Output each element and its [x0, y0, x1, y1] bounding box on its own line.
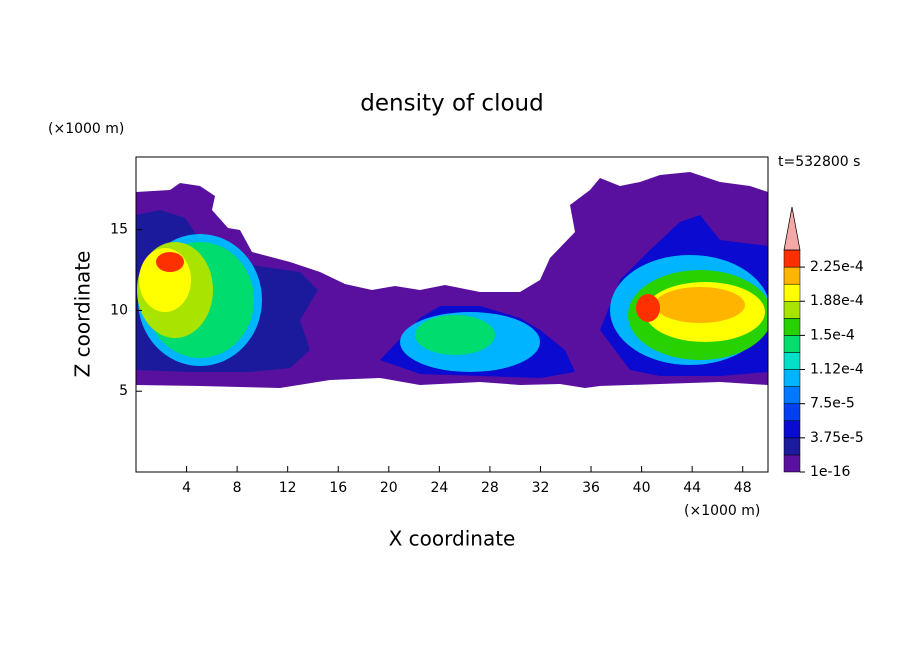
cloud-region — [156, 252, 184, 272]
x-tick-label: 48 — [734, 480, 752, 496]
x-tick-label: 32 — [532, 480, 550, 496]
colorbar-tick-label: 1.5e-4 — [810, 327, 855, 343]
x-tick-label: 16 — [329, 480, 347, 496]
x-tick-label: 8 — [233, 480, 242, 496]
chart-title: density of cloud — [360, 91, 543, 117]
x-tick-label: 44 — [683, 480, 701, 496]
time-label: t=532800 s — [778, 154, 860, 170]
y-tick-label: 15 — [110, 222, 128, 238]
x-tick-label: 24 — [430, 480, 448, 496]
plot-frame — [135, 156, 769, 473]
colorbar-box — [783, 386, 801, 404]
x-tick-label: 4 — [182, 480, 191, 496]
x-unit: (×1000 m) — [684, 503, 760, 519]
y-unit: (×1000 m) — [48, 121, 124, 137]
colorbar-extension — [783, 206, 801, 251]
x-tick-label: 20 — [380, 480, 398, 496]
x-tick-label: 36 — [582, 480, 600, 496]
colorbar-box — [783, 437, 801, 456]
colorbar-box — [783, 352, 801, 370]
colorbar-tick-label: 3.75e-5 — [810, 430, 864, 446]
colorbar-box — [783, 454, 801, 473]
colorbar-box — [783, 318, 801, 336]
colorbar-tick-label: 1e-16 — [810, 464, 850, 480]
colorbar-tick-label: 1.88e-4 — [810, 293, 864, 309]
colorbar-tick-label: 2.25e-4 — [810, 259, 864, 275]
cloud-field — [136, 172, 768, 388]
y-axis-label: Z coordinate — [71, 251, 95, 378]
colorbar-box — [783, 300, 801, 319]
x-tick-label: 28 — [481, 480, 499, 496]
colorbar-tick-label: 1.12e-4 — [810, 362, 864, 378]
x-axis-label: X coordinate — [389, 527, 516, 551]
x-tick-label: 12 — [279, 480, 297, 496]
y-tick-label: 10 — [110, 302, 128, 318]
colorbar-box — [783, 335, 801, 353]
cloud-region — [636, 294, 660, 322]
colorbar-box — [783, 283, 801, 302]
cloud-region — [655, 287, 745, 323]
y-tick-label: 5 — [119, 383, 128, 399]
colorbar-box — [783, 249, 801, 268]
colorbar-box — [783, 369, 801, 387]
cloud-region — [415, 315, 495, 355]
colorbar-box — [783, 403, 801, 422]
colorbar-box — [783, 266, 801, 285]
x-tick-label: 40 — [633, 480, 651, 496]
colorbar-tick-label: 7.5e-5 — [810, 396, 855, 412]
colorbar-box — [783, 420, 801, 439]
